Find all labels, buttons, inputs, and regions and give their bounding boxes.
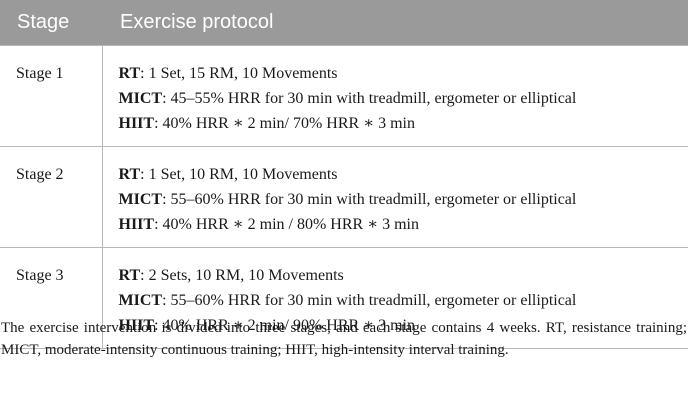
table-row: Stage 3 RT: 2 Sets, 10 RM, 10 Movements … [0, 247, 689, 349]
protocol-label: HIIT [118, 317, 155, 334]
table-row: Stage 1 RT: 1 Set, 15 RM, 10 Movements M… [0, 45, 689, 147]
stage-cell: Stage 3 [0, 247, 102, 349]
protocol-text: : 40% HRR ∗ 2 min/ 90% HRR ∗ 3 min [154, 317, 415, 334]
protocol-line-hiit: HIIT: 40% HRR ∗ 2 min/ 70% HRR ∗ 3 min [119, 111, 689, 136]
protocol-text: : 1 Set, 15 RM, 10 Movements [140, 65, 338, 82]
header-exercise-protocol: Exercise protocol [102, 0, 688, 46]
protocol-text: : 45–55% HRR for 30 min with treadmill, … [162, 90, 577, 107]
protocol-line-rt: RT: 1 Set, 10 RM, 10 Movements [119, 162, 689, 187]
protocol-label: RT [118, 267, 141, 284]
table-row: Stage 2 RT: 1 Set, 10 RM, 10 Movements M… [0, 146, 689, 248]
protocol-line-rt: RT: 2 Sets, 10 RM, 10 Movements [119, 263, 689, 288]
protocol-text: : 40% HRR ∗ 2 min/ 70% HRR ∗ 3 min [154, 115, 415, 132]
protocol-text: : 40% HRR ∗ 2 min / 80% HRR ∗ 3 min [154, 216, 419, 233]
stage-cell: Stage 2 [0, 146, 102, 248]
protocol-label: HIIT [118, 115, 155, 132]
protocol-cell: RT: 1 Set, 15 RM, 10 Movements MICT: 45–… [101, 45, 689, 147]
caption-text: The exercise intervention is divided int… [1, 320, 687, 358]
protocol-line-mict: MICT: 55–60% HRR for 30 min with treadmi… [119, 288, 689, 313]
protocol-cell: RT: 1 Set, 10 RM, 10 Movements MICT: 55–… [101, 146, 689, 248]
protocol-line-hiit: HIIT: 40% HRR ∗ 2 min/ 90% HRR ∗ 3 min [119, 313, 689, 338]
protocol-label: MICT [118, 292, 163, 309]
protocol-cell: RT: 2 Sets, 10 RM, 10 Movements MICT: 55… [101, 247, 689, 349]
protocol-line-mict: MICT: 55–60% HRR for 30 min with treadmi… [119, 187, 689, 212]
protocol-text: : 55–60% HRR for 30 min with treadmill, … [162, 292, 577, 309]
protocol-text: : 2 Sets, 10 RM, 10 Movements [140, 267, 344, 284]
stage-cell: Stage 1 [0, 45, 102, 147]
exercise-protocol-table: Stage Exercise protocol Stage 1 RT: 1 Se… [0, 0, 688, 349]
protocol-label: MICT [118, 191, 163, 208]
protocol-label: MICT [118, 90, 163, 107]
protocol-line-rt: RT: 1 Set, 15 RM, 10 Movements [119, 61, 689, 86]
protocol-label: HIIT [118, 216, 155, 233]
protocol-text: : 1 Set, 10 RM, 10 Movements [140, 166, 338, 183]
header-stage: Stage [0, 0, 102, 46]
table-caption: The exercise intervention is divided int… [1, 317, 687, 361]
protocol-line-mict: MICT: 45–55% HRR for 30 min with treadmi… [119, 86, 689, 111]
table-header-row: Stage Exercise protocol [0, 0, 688, 46]
protocol-text: : 55–60% HRR for 30 min with treadmill, … [162, 191, 577, 208]
protocol-label: RT [118, 65, 141, 82]
protocol-label: RT [118, 166, 141, 183]
protocol-line-hiit: HIIT: 40% HRR ∗ 2 min / 80% HRR ∗ 3 min [119, 212, 689, 237]
